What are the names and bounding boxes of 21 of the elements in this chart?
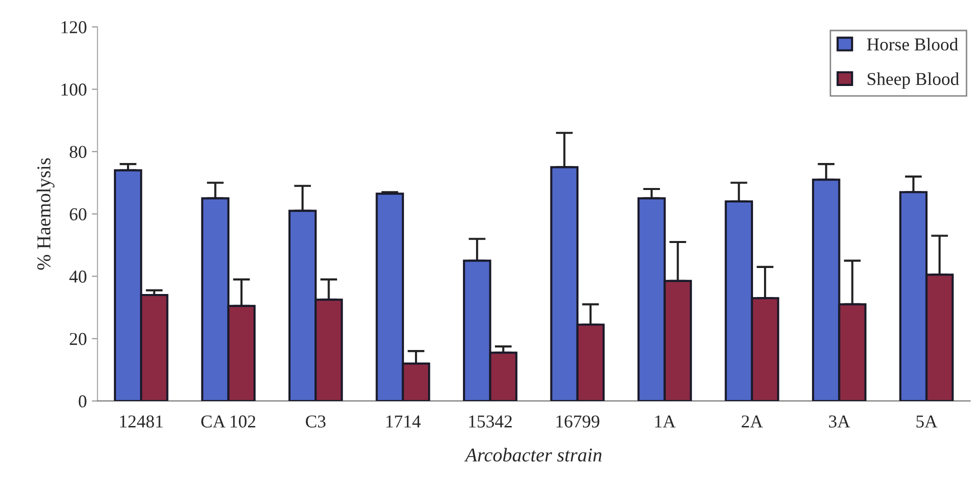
x-tick-label: 1714 xyxy=(386,415,421,428)
y-axis-title: % Haemolysis xyxy=(36,158,54,270)
y-tick-label: 120 xyxy=(62,21,86,34)
y-tick-label: 80 xyxy=(70,146,86,158)
y-tick-label: 100 xyxy=(62,84,86,96)
x-tick-label: C3 xyxy=(306,415,326,428)
y-tick-label: 60 xyxy=(70,208,86,220)
x-tick-label: 2A xyxy=(742,415,763,428)
x-tick-label: 5A xyxy=(916,415,938,428)
x-tick-label: 1A xyxy=(655,415,676,428)
x-tick-label: 15342 xyxy=(469,415,512,428)
y-tick-label: 40 xyxy=(69,270,86,283)
y-tick-label: 0 xyxy=(78,395,86,408)
x-tick-label: 12481 xyxy=(120,415,163,428)
y-tick-label: 20 xyxy=(70,332,86,346)
x-tick-label: CA 102 xyxy=(201,415,256,428)
x-tick-label: 16799 xyxy=(556,415,600,428)
legend-label: Horse Blood xyxy=(867,38,958,51)
x-axis-title: Arcobacter strain xyxy=(464,448,602,462)
x-tick-label: 3A xyxy=(829,415,850,428)
legend-label: Sheep Blood xyxy=(868,72,960,89)
